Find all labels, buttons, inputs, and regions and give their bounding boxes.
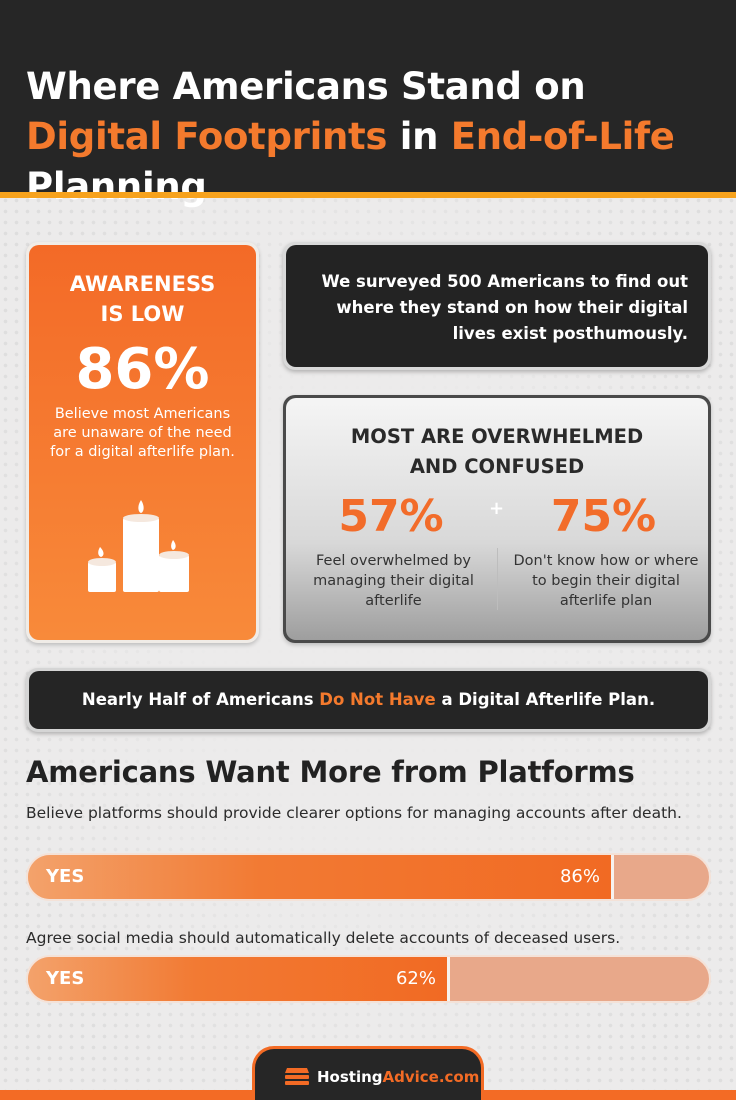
chart-bar (28, 957, 450, 1001)
chart-category-label: Believe platforms should provide clearer… (26, 804, 682, 822)
stat-dont-know-label: Don't know how or where to begin their d… (513, 553, 699, 609)
awareness-description: Believe most Americans are unaware of th… (50, 406, 235, 460)
chart-bar-series-label: YES (46, 866, 85, 887)
brand-part1: Hosting (317, 1068, 383, 1086)
awareness-heading: AWARENESS IS LOW (29, 269, 256, 329)
banner-part2: a Digital Afterlife Plan. (435, 690, 656, 709)
chart-bar (28, 855, 614, 899)
brand-part2: Advice.com (382, 1068, 480, 1086)
title-accent2: End-of-Life (450, 115, 675, 158)
title-part3: Planning (26, 165, 207, 208)
awareness-heading-line1: AWARENESS (69, 272, 216, 296)
stats-divider (497, 548, 498, 610)
no-plan-banner-text: Nearly Half of Americans Do Not Have a D… (29, 671, 708, 729)
plus-icon: + (489, 498, 505, 519)
overwhelmed-box-inner: MOST ARE OVERWHELMED AND CONFUSED 57% + … (286, 398, 708, 640)
awareness-percent: 86% (75, 337, 210, 402)
banner-accent: Do Not Have (319, 690, 436, 709)
stat-overwhelmed-percent: 57% (338, 491, 444, 542)
chart-data-label: 62% (395, 968, 436, 989)
awareness-card-inner: AWARENESS IS LOW 86% Believe most Americ… (29, 245, 256, 640)
overwhelmed-box: MOST ARE OVERWHELMED AND CONFUSED 57% + … (283, 395, 711, 643)
stat-overwhelmed-label: Feel overwhelmed by managing their digit… (313, 553, 474, 609)
candles-icon (88, 500, 189, 592)
awareness-heading-line2: IS LOW (100, 302, 185, 326)
page-title: Where Americans Stand on Digital Footpri… (26, 62, 716, 212)
survey-text: We surveyed 500 Americans to find out wh… (286, 245, 708, 367)
page-header: Where Americans Stand on Digital Footpri… (0, 0, 736, 208)
banner-part1: Nearly Half of Americans (81, 690, 320, 709)
chart-bar-track: YES 86% (26, 853, 711, 901)
platforms-section-title: Americans Want More from Platforms (26, 755, 635, 789)
title-part2: in (387, 115, 451, 158)
chart-bar-track: YES 62% (26, 955, 711, 1003)
overwhelmed-heading: MOST ARE OVERWHELMED AND CONFUSED (286, 422, 708, 482)
no-plan-banner: Nearly Half of Americans Do Not Have a D… (26, 668, 711, 732)
overwhelmed-heading-line2: AND CONFUSED (409, 455, 585, 478)
title-accent1: Digital Footprints (26, 115, 388, 158)
overwhelmed-heading-line1: MOST ARE OVERWHELMED (350, 425, 644, 448)
chart-data-label: 86% (559, 866, 600, 887)
header-divider (0, 192, 736, 198)
stat-dont-know-percent: 75% (550, 491, 657, 542)
hostingadvice-logo-icon (285, 1068, 309, 1085)
chart-category-label: Agree social media should automatically … (26, 929, 621, 947)
awareness-card: AWARENESS IS LOW 86% Believe most Americ… (26, 242, 259, 643)
chart-bar-series-label: YES (46, 968, 85, 989)
brand-name: HostingAdvice.com (317, 1066, 479, 1088)
footer-brand-tab[interactable]: HostingAdvice.com (252, 1046, 484, 1100)
survey-box: We surveyed 500 Americans to find out wh… (283, 242, 711, 370)
title-part1: Where Americans Stand on (26, 65, 586, 108)
